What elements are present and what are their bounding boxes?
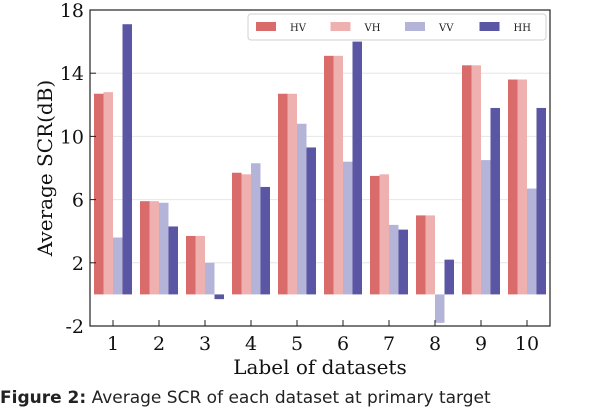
x-tick-label: 6 (337, 333, 349, 355)
bar-vv-7 (389, 224, 399, 295)
bar-vv-4 (251, 163, 261, 295)
bar-hv-10 (508, 79, 518, 295)
bar-hh-9 (490, 107, 500, 295)
bar-hh-6 (352, 41, 362, 295)
bar-vh-4 (241, 174, 251, 295)
legend: HV VH VV HH (247, 13, 547, 41)
y-tick-label: 14 (60, 63, 84, 85)
bar-vv-5 (297, 123, 307, 295)
x-axis-title: Label of datasets (233, 355, 407, 379)
bar-vv-6 (343, 161, 353, 295)
x-tick-label: 9 (475, 333, 487, 355)
bar-hh-4 (260, 186, 270, 295)
bar-vh-9 (471, 65, 481, 295)
x-tick-label: 4 (245, 333, 257, 355)
bar-vv-2 (159, 202, 169, 295)
x-tick-label: 1 (107, 333, 119, 355)
y-axis-title: Average SCR(dB) (33, 80, 57, 257)
legend-swatch-vv (405, 22, 425, 31)
bar-vh-1 (103, 92, 113, 295)
x-tick-label: 2 (153, 333, 165, 355)
x-tick-label: 8 (429, 333, 441, 355)
y-tick-label: 18 (60, 0, 84, 22)
x-tick-label: 5 (291, 333, 303, 355)
legend-label-hh: HH (514, 23, 532, 34)
bar-vh-3 (195, 235, 205, 295)
bar-vh-5 (287, 93, 297, 295)
legend-label-hv: HV (290, 23, 307, 34)
caption-text: Average SCR of each dataset at primary t… (86, 388, 491, 408)
bar-hv-6 (324, 55, 334, 295)
bar-hh-2 (168, 226, 178, 295)
bar-vv-1 (113, 237, 123, 295)
legend-label-vv: VV (438, 23, 454, 34)
bar-hv-1 (94, 93, 104, 295)
bar-chart: -2 2 6 10 14 18 1 2 3 4 5 6 7 8 9 10 Average SCR(dB) L… (33, 0, 551, 379)
bar-vh-7 (379, 174, 389, 295)
y-tick-label: 6 (72, 190, 84, 212)
bar-vh-8 (425, 215, 435, 295)
legend-swatch-vh (330, 22, 351, 31)
bar-hh-10 (536, 107, 546, 295)
bar-hv-3 (186, 235, 196, 295)
bars (94, 24, 546, 323)
bar-hv-4 (232, 172, 242, 295)
bar-hh-1 (122, 24, 132, 295)
legend-swatch-hh (479, 22, 500, 31)
bar-hh-8 (444, 259, 454, 295)
legend-label-vh: VH (364, 23, 381, 34)
bar-hv-8 (416, 215, 426, 295)
x-tick-label: 7 (383, 333, 395, 355)
bar-hh-5 (306, 147, 316, 295)
bar-vv-9 (481, 160, 491, 295)
bar-vh-2 (149, 201, 159, 295)
bar-hv-9 (462, 65, 472, 295)
legend-swatch-hv (256, 22, 276, 31)
bar-vv-3 (205, 262, 215, 295)
caption-label: Figure 2: (0, 388, 87, 408)
bar-vv-10 (527, 188, 537, 295)
figure-caption: Figure 2: Average SCR of each dataset at… (0, 388, 590, 408)
bar-vv-8 (435, 294, 445, 323)
y-tick-label: 10 (60, 126, 84, 148)
y-tick-label: -2 (65, 316, 84, 338)
bar-hh-3 (214, 294, 224, 300)
y-ticks: -2 2 6 10 14 18 (60, 0, 96, 338)
bar-vh-10 (517, 79, 527, 295)
bar-hh-7 (398, 229, 408, 295)
x-ticks: 1 2 3 4 5 6 7 8 9 10 (107, 320, 539, 355)
y-tick-label: 2 (72, 253, 84, 275)
bar-hv-2 (140, 201, 150, 295)
plot-frame (89, 9, 551, 327)
bar-vh-6 (333, 55, 343, 295)
legend-box (247, 13, 547, 41)
bar-hv-5 (278, 93, 288, 295)
x-tick-label: 10 (515, 333, 539, 355)
bar-hv-7 (370, 175, 380, 295)
x-tick-label: 3 (199, 333, 211, 355)
